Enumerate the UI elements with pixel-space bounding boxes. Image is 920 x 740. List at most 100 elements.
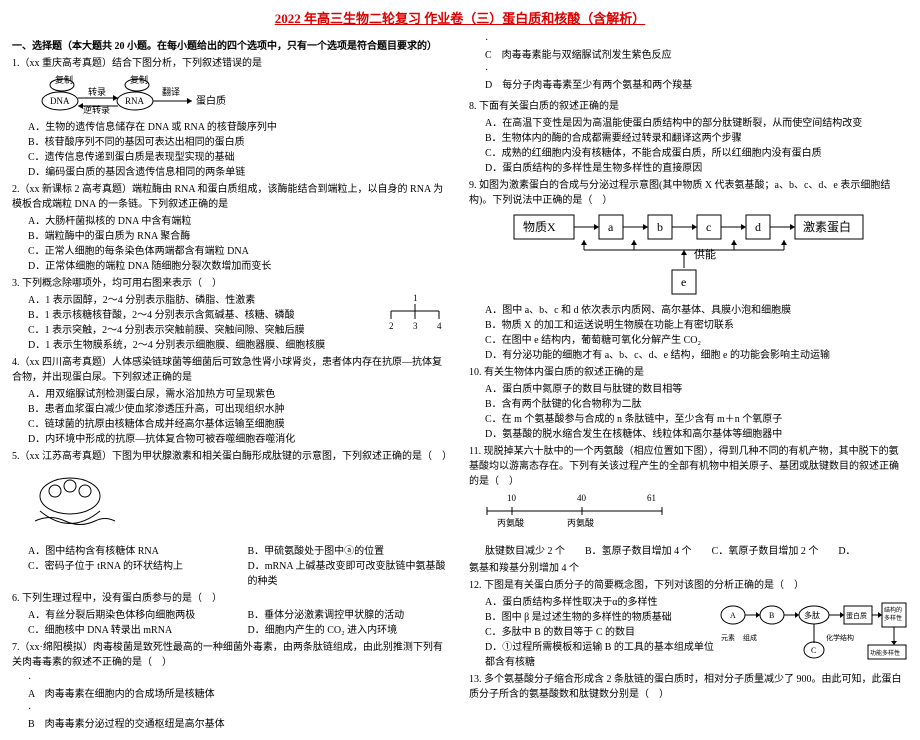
- q4-stem: 4.（xx 四川高考真题）人体感染链球菌等细菌后可致急性肾小球肾炎，患者体内存在…: [12, 355, 451, 385]
- q4-B: B．患者血浆蛋白减少使血浆渗透压升高，可出现组织水肿: [28, 402, 451, 417]
- q2-A: A．大肠杆菌拟核的 DNA 中含有端粒: [28, 214, 451, 229]
- q3-B: B．1 表示核糖核苷酸，2～4 分别表示含氮碱基、核糖、磷酸: [28, 308, 381, 323]
- svg-text:多样性: 多样性: [884, 614, 902, 622]
- svg-text:40: 40: [577, 493, 587, 503]
- q12-D: D．①过程所需模板和运输 B 的工具的基本组成单位都含有核糖: [485, 640, 718, 670]
- q2-B: B．端粒酶中的蛋白质为 RNA 聚合酶: [28, 229, 451, 244]
- q11-figure: 10 40 61 丙氨酸 丙氨酸: [477, 491, 908, 544]
- q4-A: A．用双缩脲试剂检测蛋白尿，需水浴加热方可呈现紫色: [28, 387, 451, 402]
- q12-A: A．蛋白质结构多样性取决于α的多样性: [485, 595, 718, 610]
- q8-A: A．在高温下变性是因为高温能使蛋白质结构中的部分肽键断裂，从而使空间结构改变: [485, 116, 908, 131]
- q1-C: C．遗传信息传递到蛋白质是表现型实现的基础: [28, 150, 451, 165]
- q12-C: C．多肽中 B 的数目等于 C 的数目: [485, 625, 718, 640]
- q10-stem: 10. 有关生物体内蛋白质的叙述正确的是: [469, 365, 908, 380]
- q5-C: C．密码子位于 tRNA 的环状结构上: [28, 559, 232, 589]
- q6-C: C．细胞核中 DNA 转录出 mRNA: [28, 623, 232, 638]
- svg-text:4: 4: [437, 321, 442, 331]
- svg-text:10: 10: [507, 493, 517, 503]
- q7-dot3: ·: [485, 33, 908, 48]
- q2-D: D．正常体细胞的端粒 DNA 随细胞分裂次数增加而变长: [28, 259, 451, 274]
- q7-D: D 每分子肉毒毒素至少有两个氨基和两个羧基: [485, 78, 908, 93]
- q8-B: B．生物体内的酶的合成都需要经过转录和翻译这两个步骤: [485, 131, 908, 146]
- svg-text:物质X: 物质X: [523, 220, 556, 234]
- q1-stem: 1.（xx 重庆高考真题）结合下图分析，下列叙述错误的是: [12, 56, 451, 71]
- svg-text:组成: 组成: [743, 633, 757, 642]
- two-column-layout: 一、选择题（本大题共 20 小题。在每小题给出的四个选项中，只有一个选项是符合题…: [12, 33, 908, 732]
- q11-opts: 肽键数目减少 2 个 B．氢原子数目增加 4 个 C．氧原子数目增加 2 个 D…: [485, 544, 908, 559]
- right-column: · C 肉毒毒素能与双缩脲试剂发生紫色反应 · D 每分子肉毒毒素至少有两个氨基…: [469, 33, 908, 732]
- q12-stem: 12. 下图是有关蛋白质分子的简要概念图，下列对该图的分析正确的是（ ）: [469, 578, 908, 593]
- q5-stem: 5.（xx 江苏高考真题）下图为甲状腺激素和相关蛋白酶形成肽键的示意图，下列叙述…: [12, 449, 451, 464]
- svg-text:A: A: [730, 611, 736, 620]
- q9-C: C．在图中 e 结构内，葡萄糖可氧化分解产生 CO₂: [485, 333, 908, 348]
- svg-text:c: c: [706, 220, 711, 234]
- q2-C: C．正常人细胞的每条染色体两端都含有端粒 DNA: [28, 244, 451, 259]
- q12-figure: A B 多肽 蛋白质 结构的多样性 元素组成 化学结构 C 功能多样性: [718, 595, 908, 670]
- q7-stem: 7.（xx·绵阳模拟）肉毒梭菌是致死性最高的一种细菌外毒素，由两条肽链组成，由此…: [12, 640, 451, 670]
- q2-stem: 2.（xx 新课标 2 高考真题）端粒酶由 RNA 和蛋白质组成，该酶能结合到端…: [12, 182, 451, 212]
- svg-text:功能多样性: 功能多样性: [870, 649, 900, 657]
- q7-dot1: ·: [28, 672, 451, 687]
- svg-text:2: 2: [389, 321, 394, 331]
- q3-D: D．1 表示生物膜系统，2～4 分别表示细胞膜、细胞器膜、细胞核膜: [28, 338, 381, 353]
- q8-D: D．蛋白质结构的多样性是生物多样性的直接原因: [485, 161, 908, 176]
- svg-text:丙氨酸: 丙氨酸: [497, 517, 524, 528]
- q5-figure: [20, 466, 451, 544]
- q6-B: B．垂体分泌激素调控甲状腺的活动: [248, 608, 452, 623]
- section-1-head: 一、选择题（本大题共 20 小题。在每小题给出的四个选项中，只有一个选项是符合题…: [12, 37, 451, 52]
- svg-text:d: d: [755, 220, 761, 234]
- q1-B: B．核苷酸序列不同的基因可表达出相同的蛋白质: [28, 135, 451, 150]
- q6-A: A．有丝分裂后期染色体移向细胞两极: [28, 608, 232, 623]
- svg-text:元素: 元素: [721, 633, 735, 642]
- q7-dot4: ·: [485, 63, 908, 78]
- q10-C: C．在 m 个氨基酸参与合成的 n 条肽链中，至少含有 m＋n 个氧原子: [485, 412, 908, 427]
- svg-text:e: e: [681, 275, 686, 289]
- q3-stem: 3. 下列概念除哪项外，均可用右图来表示（ ）: [12, 276, 451, 291]
- q1-figure: 复制 复制 DNA 转录 逆转录 RNA 翻译 蛋白质: [20, 73, 451, 120]
- q7-A: A 肉毒毒素在细胞内的合成场所是核糖体: [28, 687, 451, 702]
- q3-figure: 1 2 3 4: [381, 293, 451, 336]
- q1-A: A．生物的遗传信息储存在 DNA 或 RNA 的核苷酸序列中: [28, 120, 451, 135]
- label-protein: 蛋白质: [196, 94, 226, 107]
- label-转录: 转录: [88, 86, 106, 97]
- q13-stem: 13. 多个氨基酸分子缩合形成含 2 条肽链的蛋白质时，相对分子质量减少了 90…: [469, 672, 908, 702]
- svg-text:供能: 供能: [694, 247, 716, 261]
- q3-A: A．1 表示固醇，2～4 分别表示脂肪、磷脂、性激素: [28, 293, 381, 308]
- label-翻译: 翻译: [162, 87, 180, 97]
- q10-B: B．含有两个肽键的化合物称为二肽: [485, 397, 908, 412]
- svg-text:结构的: 结构的: [884, 606, 902, 614]
- q9-A: A．图中 a、b、c 和 d 依次表示内质网、高尔基体、具膜小泡和细胞膜: [485, 303, 908, 318]
- svg-text:蛋白质: 蛋白质: [846, 611, 867, 620]
- q12-B: B．图中 β 是过述生物的多样性的物质基础: [485, 610, 718, 625]
- q7-B: B 肉毒毒素分泌过程的交通枢纽是高尔基体: [28, 717, 451, 732]
- q5-D: D．mRNA 上碱基改变即可改变肽链中氨基酸的种类: [248, 559, 452, 589]
- q7-C: C 肉毒毒素能与双缩脲试剂发生紫色反应: [485, 48, 908, 63]
- left-column: 一、选择题（本大题共 20 小题。在每小题给出的四个选项中，只有一个选项是符合题…: [12, 33, 451, 732]
- svg-text:多肽: 多肽: [804, 610, 820, 620]
- q9-D: D．有分泌功能的细胞才有 a、b、c、d、e 结构，细胞 e 的功能会影响主动运…: [485, 348, 908, 363]
- q10-D: D．氨基酸的脱水缩合发生在核糖体、线粒体和高尔基体等细胞器中: [485, 427, 908, 442]
- svg-text:激素蛋白: 激素蛋白: [803, 219, 851, 234]
- q11-stem: 11. 现脱掉某六十肽中的一个丙氨酸（相应位置如下图），得到几种不同的有机产物，…: [469, 444, 908, 489]
- svg-text:化学结构: 化学结构: [826, 633, 854, 642]
- q7-dot2: ·: [28, 702, 451, 717]
- q1-D: D．编码蛋白质的基因含遗传信息相同的两条单链: [28, 165, 451, 180]
- label-rna: RNA: [125, 96, 145, 106]
- doc-title: 2022 年高三生物二轮复习 作业卷（三）蛋白质和核酸（含解析）: [12, 8, 908, 27]
- q3-C: C．1 表示突触，2～4 分别表示突触前膜、突触间隙、突触后膜: [28, 323, 381, 338]
- q9-figure: 物质X a b c d 激素蛋白 供能 e: [469, 210, 908, 303]
- svg-text:丙氨酸: 丙氨酸: [567, 517, 594, 528]
- q8-C: C．成熟的红细胞内没有核糖体，不能合成蛋白质，所以红细胞内没有蛋白质: [485, 146, 908, 161]
- q11-opts2: 氨基和羧基分别增加 4 个: [469, 561, 908, 576]
- q4-C: C．链球菌的抗原由核糖体合成并经高尔基体运输至细胞膜: [28, 417, 451, 432]
- q6-D: D．细胞内产生的 CO₂ 进入内环境: [248, 623, 452, 638]
- q5-A: A．图中结构含有核糖体 RNA: [28, 544, 232, 559]
- q9-stem: 9. 如图为激素蛋白的合成与分泌过程示意图(其中物质 X 代表氨基酸；a、b、c…: [469, 178, 908, 208]
- svg-text:61: 61: [647, 493, 656, 503]
- q9-B: B．物质 X 的加工和运送说明生物膜在功能上有密切联系: [485, 318, 908, 333]
- q10-A: A．蛋白质中氮原子的数目与肽键的数目相等: [485, 382, 908, 397]
- q4-D: D．内环境中形成的抗原—抗体复合物可被吞噬细胞吞噬消化: [28, 432, 451, 447]
- svg-text:1: 1: [413, 293, 418, 303]
- svg-text:a: a: [608, 220, 614, 234]
- q5-B: B．甲硫氨酸处于图中ⓐ的位置: [248, 544, 452, 559]
